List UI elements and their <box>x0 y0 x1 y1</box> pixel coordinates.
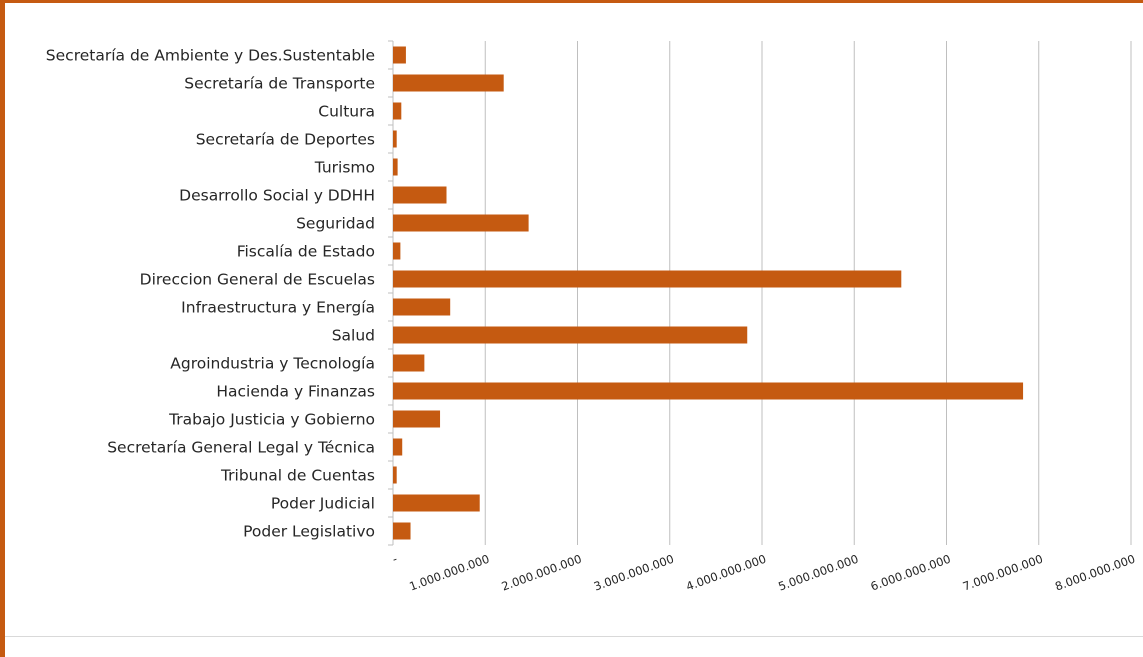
gridlines <box>484 41 1132 545</box>
x-tick-label: - <box>390 552 399 567</box>
category-axis <box>388 40 394 546</box>
bar <box>393 410 441 428</box>
category-label: Cultura <box>318 103 375 121</box>
category-labels: Secretaría de Ambiente y Des.Sustentable… <box>46 47 375 541</box>
category-label: Secretaría General Legal y Técnica <box>107 439 375 457</box>
bar <box>393 494 480 512</box>
bar <box>393 522 411 540</box>
bar <box>393 186 447 204</box>
x-tick-label: 8.000.000.000 <box>1053 552 1137 594</box>
category-label: Secretaría de Deportes <box>196 131 375 149</box>
category-label: Direccion General de Escuelas <box>140 271 375 289</box>
category-label: Secretaría de Transporte <box>184 75 375 93</box>
bar <box>393 438 403 456</box>
bar <box>393 354 425 372</box>
category-label: Infraestructura y Energía <box>181 299 375 317</box>
category-label: Desarrollo Social y DDHH <box>179 187 375 205</box>
bar <box>393 270 902 288</box>
x-tick-label: 6.000.000.000 <box>869 552 953 594</box>
category-label: Secretaría de Ambiente y Des.Sustentable <box>46 47 375 65</box>
bar <box>393 46 406 64</box>
x-tick-label: 7.000.000.000 <box>961 552 1045 594</box>
category-label: Salud <box>332 327 375 345</box>
category-label: Hacienda y Finanzas <box>216 383 375 401</box>
category-label: Fiscalía de Estado <box>237 243 375 261</box>
footer-divider <box>5 636 1143 637</box>
bar <box>393 242 401 260</box>
bar <box>393 102 402 120</box>
bar <box>393 74 504 92</box>
x-axis-tick-labels: -1.000.000.000 2.000.000.000 3.000.000.000… <box>390 552 1137 594</box>
bar <box>393 466 397 484</box>
bar <box>393 130 397 148</box>
category-label: Poder Judicial <box>271 495 375 513</box>
bar <box>393 214 529 232</box>
category-label: Trabajo Justicia y Gobierno <box>168 411 375 429</box>
bar <box>393 382 1024 400</box>
bar <box>393 158 398 176</box>
bar <box>393 298 451 316</box>
x-tick-label: 5.000.000.000 <box>776 552 860 594</box>
category-label: Agroindustria y Tecnología <box>170 355 375 373</box>
bars <box>393 46 1024 540</box>
category-label: Tribunal de Cuentas <box>220 467 375 485</box>
x-tick-label: 4.000.000.000 <box>684 552 768 594</box>
bar <box>393 326 748 344</box>
category-label: Poder Legislativo <box>243 523 375 541</box>
category-label: Seguridad <box>296 215 375 233</box>
x-tick-label: 1.000.000.000 <box>407 552 491 594</box>
x-tick-label: 2.000.000.000 <box>500 552 584 594</box>
category-label: Turismo <box>314 159 375 177</box>
x-tick-label: 3.000.000.000 <box>592 552 676 594</box>
